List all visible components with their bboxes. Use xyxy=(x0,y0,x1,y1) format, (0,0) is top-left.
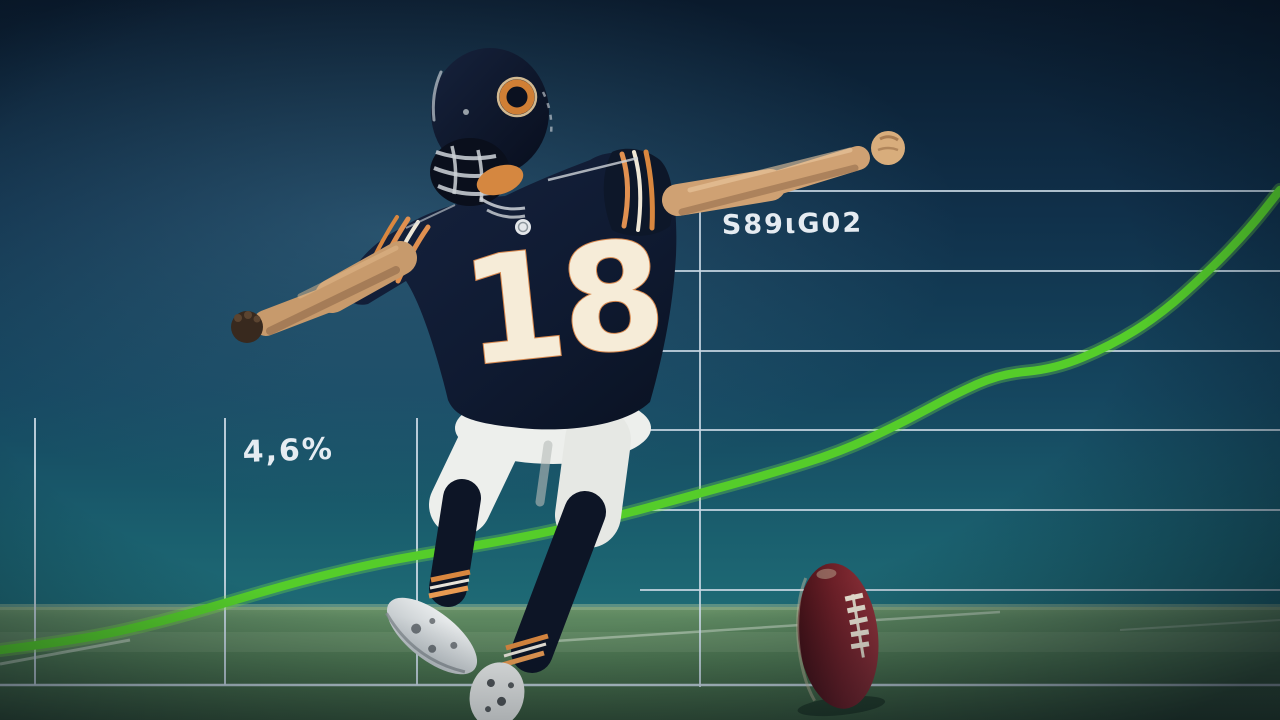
vignette-overlay xyxy=(0,0,1280,720)
scene: 4,6% S89ιG02 xyxy=(0,0,1280,720)
composite-illustration: 4,6% S89ιG02 xyxy=(0,0,1280,720)
